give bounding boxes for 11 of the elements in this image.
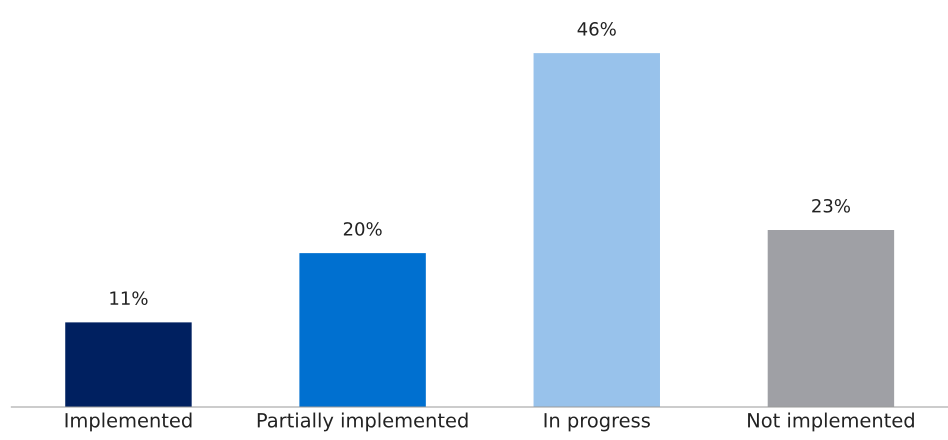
x-tick-label: Not implemented: [748, 412, 914, 432]
x-tick-label: In progress: [544, 413, 650, 432]
data-label: 11%: [110, 291, 148, 305]
data-label: 23%: [812, 199, 850, 213]
bar: [534, 53, 660, 407]
x-tick-label: Partially implemented: [258, 412, 468, 432]
x-tick-label: Implemented: [66, 412, 192, 432]
data-label: 20%: [344, 222, 382, 236]
bar: [299, 253, 426, 407]
bar: [65, 322, 192, 407]
data-label: 46%: [578, 22, 616, 36]
